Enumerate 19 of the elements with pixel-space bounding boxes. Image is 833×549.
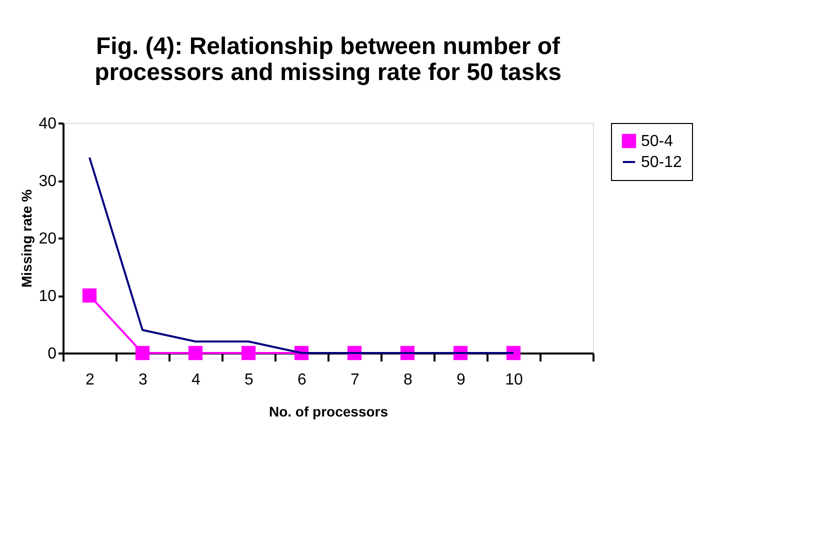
y-tick-label: 0 — [48, 346, 57, 362]
chart-title: Fig. (4): Relationship between number of processors and missing rate for 50 tasks — [94, 33, 562, 86]
x-tick-label: 9 — [456, 372, 466, 388]
legend-label: 50-4 — [641, 133, 674, 150]
y-axis-title: Missing rate % — [18, 188, 35, 288]
x-tick-label: 2 — [86, 372, 95, 388]
y-tick-label: 20 — [38, 230, 57, 248]
y-tick-label: 30 — [38, 173, 57, 190]
x-tick-label: 8 — [404, 372, 413, 388]
x-tick-label: 6 — [298, 372, 307, 388]
y-tick-label: 10 — [38, 288, 57, 305]
x-tick-label: 10 — [505, 372, 523, 388]
x-tick-label: 3 — [138, 372, 148, 388]
y-tick-label: 40 — [38, 116, 57, 132]
x-tick-label: 4 — [192, 372, 201, 388]
x-tick-label: 7 — [350, 372, 360, 388]
x-tick-label: 5 — [244, 372, 254, 388]
legend-label: 50-12 — [641, 154, 682, 171]
x-axis-title: No. of processors — [268, 404, 388, 420]
